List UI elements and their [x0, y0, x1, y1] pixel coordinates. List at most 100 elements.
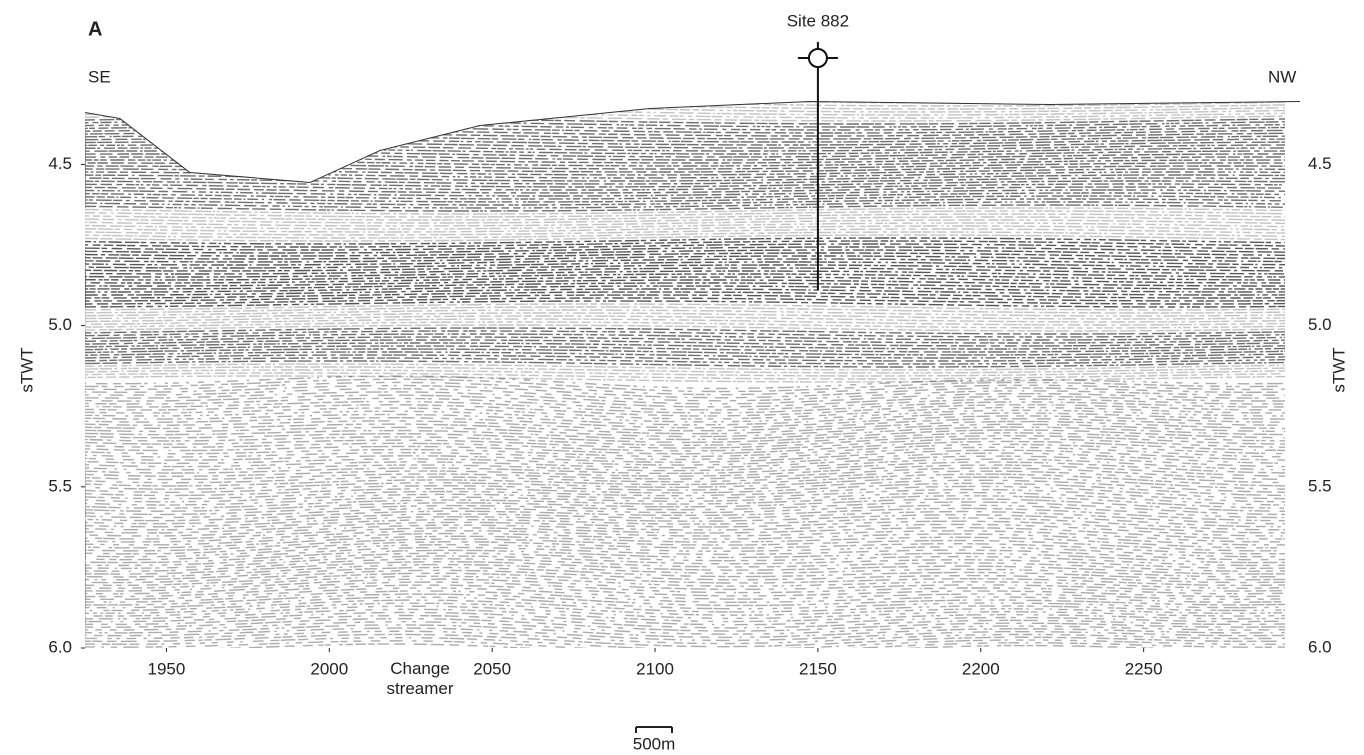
reflector [85, 488, 1286, 503]
x-tick-label: 2050 [473, 659, 511, 678]
reflector [85, 409, 1286, 423]
reflector [85, 555, 1286, 570]
reflector [85, 216, 1286, 224]
reflector [85, 461, 1286, 475]
reflector [85, 195, 1286, 203]
reflector [85, 558, 1286, 573]
reflector [85, 593, 1286, 607]
reflector [85, 126, 1286, 134]
reflector [85, 324, 1286, 332]
reflector [85, 339, 1286, 347]
direction-label: NW [1268, 67, 1296, 86]
reflector [85, 491, 1286, 506]
reflector [85, 546, 1286, 561]
reflector [85, 467, 1286, 481]
direction-label: SE [88, 67, 111, 86]
y-tick-label: 5.0 [48, 315, 72, 334]
reflector [85, 309, 1286, 317]
reflector [85, 464, 1286, 478]
reflector [85, 532, 1286, 546]
reflector [85, 476, 1286, 490]
reflector [85, 387, 1286, 402]
y-tick-label: 4.5 [48, 154, 72, 173]
reflector [85, 378, 1286, 393]
reflector [85, 237, 1286, 245]
reflector [85, 210, 1286, 218]
reflector [85, 372, 1286, 380]
reflector [85, 432, 1286, 447]
reflector [85, 246, 1286, 254]
reflector [85, 437, 1286, 452]
reflector [85, 375, 1286, 390]
reflector [85, 312, 1286, 320]
reflector [85, 541, 1286, 555]
reflector [85, 384, 1286, 399]
reflector [85, 288, 1286, 296]
reflector [85, 563, 1286, 578]
reflector [85, 144, 1286, 152]
reflector [85, 449, 1286, 464]
reflector [85, 581, 1286, 595]
reflector [85, 189, 1286, 197]
reflector [85, 213, 1286, 221]
panel-label: A [88, 18, 102, 40]
reflector [85, 602, 1286, 616]
reflector [85, 569, 1286, 584]
reflector [85, 617, 1286, 632]
reflector [85, 485, 1286, 500]
reflector [85, 243, 1286, 251]
y-tick-label: 5.5 [48, 476, 72, 495]
reflector [85, 501, 1286, 516]
reflector [85, 417, 1286, 432]
reflector [85, 614, 1286, 629]
reflector [85, 321, 1286, 329]
reflector [85, 330, 1286, 338]
reflector [85, 183, 1286, 191]
reflector [85, 426, 1286, 441]
reflector [85, 180, 1286, 188]
reflector [85, 611, 1286, 626]
reflector [85, 400, 1286, 414]
reflector [85, 498, 1286, 513]
reflector [85, 225, 1286, 233]
reflector [85, 360, 1286, 368]
reflector [85, 198, 1286, 206]
reflector [85, 264, 1286, 272]
seafloor [85, 101, 1300, 184]
reflector [85, 201, 1286, 209]
reflector [85, 549, 1286, 564]
reflector [85, 348, 1286, 356]
reflector [85, 535, 1286, 549]
reflector [85, 560, 1286, 575]
reflector [85, 177, 1286, 185]
reflector [85, 575, 1286, 590]
reflector [85, 630, 1286, 645]
reflector [85, 369, 1286, 377]
reflector [85, 479, 1286, 494]
reflector [85, 510, 1286, 525]
x-tick-label: 2000 [310, 659, 348, 678]
y-tick-label: 6.0 [1308, 637, 1332, 656]
reflector [85, 552, 1286, 567]
reflector [85, 572, 1286, 587]
reflector [85, 333, 1286, 341]
reflector [85, 327, 1286, 335]
reflector [85, 315, 1286, 323]
reflector [85, 599, 1286, 613]
reflector [85, 204, 1286, 212]
reflector [85, 470, 1286, 484]
reflector [85, 529, 1286, 543]
x-tick-label: 2150 [799, 659, 837, 678]
reflector [85, 520, 1286, 534]
reflector [85, 443, 1286, 458]
reflector [85, 297, 1286, 305]
reflector [85, 270, 1286, 278]
reflector [85, 643, 1286, 648]
reflector [85, 587, 1286, 601]
scale-label: 500m [633, 734, 676, 753]
reflector [85, 303, 1286, 311]
x-tick-label: 2100 [636, 659, 674, 678]
reflector [85, 434, 1286, 449]
reflector [85, 406, 1286, 420]
